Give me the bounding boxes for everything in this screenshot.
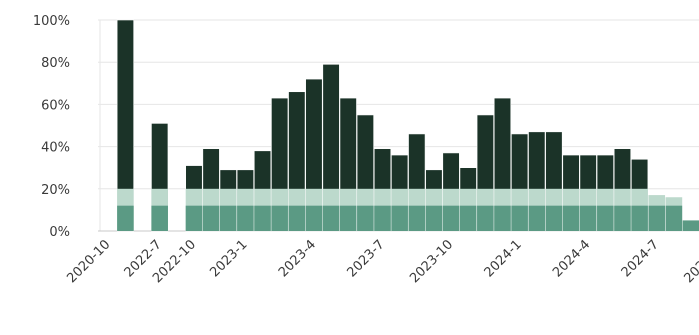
bar-mid: [117, 205, 134, 231]
bar-mid: [442, 205, 460, 231]
bar-mid: [425, 205, 443, 231]
bar-mid: [202, 205, 220, 231]
x-tick-label: 2024-4: [550, 237, 593, 280]
bar-mid: [528, 205, 546, 231]
bar-mid: [579, 205, 597, 231]
bar-mid: [305, 205, 323, 231]
bar-mid: [151, 205, 168, 231]
bar-mid: [391, 205, 408, 231]
bar-mid: [477, 205, 494, 231]
bar-mid: [408, 205, 426, 231]
bar-mid: [459, 205, 477, 231]
bar-mid: [322, 205, 340, 231]
bar-mid: [254, 205, 271, 231]
y-tick-label: 20%: [41, 183, 70, 198]
bar-mid: [339, 205, 357, 231]
bar-mid: [562, 205, 580, 231]
bar-mid: [185, 205, 203, 231]
bar-mid: [357, 205, 374, 231]
bar-mid: [271, 205, 288, 231]
bar-mid: [614, 205, 631, 231]
y-tick-label: 0%: [49, 225, 70, 240]
bar-mid: [682, 220, 699, 231]
y-tick-label: 80%: [41, 56, 70, 71]
x-tick-label: 2024-7: [619, 237, 662, 280]
bar-mid: [545, 205, 563, 231]
bar-mid: [631, 205, 648, 231]
bar-mid: [648, 205, 666, 231]
y-tick-label: 40%: [41, 141, 70, 156]
y-tick-label: 60%: [41, 98, 70, 113]
x-tick-label: 2023-1: [207, 237, 250, 280]
x-tick-label: 2023-4: [276, 237, 319, 280]
x-tick-label: 2023-7: [344, 237, 387, 280]
x-tick-label: 2023-10: [407, 237, 456, 286]
bar-mid: [597, 205, 614, 231]
bar-mid: [665, 205, 683, 231]
x-tick-label: 2024-10: [681, 237, 699, 286]
bar-mid: [511, 205, 528, 231]
bar-mid: [219, 205, 237, 231]
bar-mid: [374, 205, 391, 231]
y-tick-label: 100%: [33, 14, 70, 29]
x-tick-label: 2020-10: [64, 237, 113, 286]
bar-mid: [494, 205, 511, 231]
x-tick-label: 2024-1: [482, 237, 525, 280]
bar-layer: [116, 19, 699, 232]
bar-mid: [237, 205, 254, 231]
bar-mid: [288, 205, 306, 231]
